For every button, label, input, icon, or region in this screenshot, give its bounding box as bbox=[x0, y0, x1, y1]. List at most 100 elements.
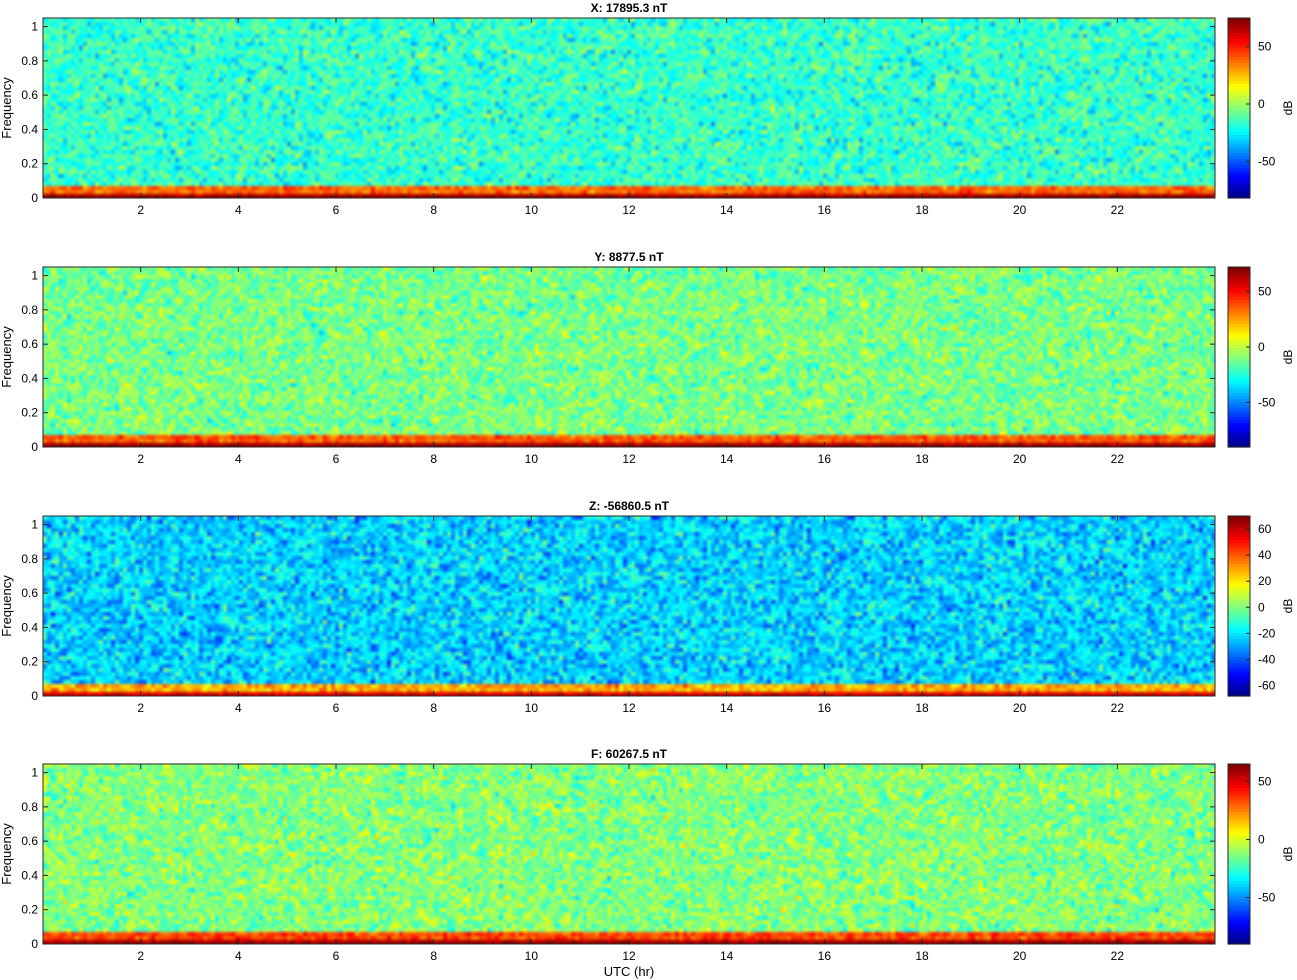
colorbar-swatch bbox=[1228, 681, 1250, 685]
colorbar-swatch bbox=[1228, 441, 1250, 445]
colorbar-swatch bbox=[1228, 576, 1250, 580]
colorbar-swatch bbox=[1228, 866, 1250, 870]
colorbar-swatch bbox=[1228, 312, 1250, 316]
colorbar-swatch bbox=[1228, 851, 1250, 855]
colorbar-swatch bbox=[1228, 282, 1250, 286]
x-tick-label: 18 bbox=[915, 203, 929, 217]
spectrogram-image bbox=[43, 18, 1215, 198]
colorbar-swatch bbox=[1228, 102, 1250, 106]
colorbar-swatch bbox=[1228, 48, 1250, 52]
colorbar-swatch bbox=[1228, 627, 1250, 631]
x-tick-label: 22 bbox=[1111, 452, 1125, 466]
colorbar-swatch bbox=[1228, 645, 1250, 649]
colorbar-tick-label: -50 bbox=[1258, 396, 1276, 410]
x-tick-label: 16 bbox=[818, 701, 832, 715]
colorbar-swatch bbox=[1228, 333, 1250, 337]
colorbar-swatch bbox=[1228, 90, 1250, 94]
colorbar-swatch bbox=[1228, 381, 1250, 385]
colorbar-swatch bbox=[1228, 573, 1250, 577]
colorbar-swatch bbox=[1228, 785, 1250, 789]
colorbar-swatch bbox=[1228, 555, 1250, 559]
x-tick-label: 4 bbox=[235, 701, 242, 715]
colorbar-swatch bbox=[1228, 618, 1250, 622]
colorbar-swatch bbox=[1228, 195, 1250, 199]
panel-title: X: 17895.3 nT bbox=[591, 1, 668, 15]
colorbar-swatch bbox=[1228, 408, 1250, 412]
y-tick-label: 0.4 bbox=[21, 868, 38, 882]
x-tick-label: 8 bbox=[430, 452, 437, 466]
colorbar-swatch bbox=[1228, 168, 1250, 172]
colorbar-swatch bbox=[1228, 636, 1250, 640]
colorbar-swatch bbox=[1228, 615, 1250, 619]
colorbar-swatch bbox=[1228, 591, 1250, 595]
colorbar-swatch bbox=[1228, 324, 1250, 328]
colorbar-swatch bbox=[1228, 315, 1250, 319]
colorbar-swatch bbox=[1228, 779, 1250, 783]
x-tick-label: 18 bbox=[915, 452, 929, 466]
colorbar-swatch bbox=[1228, 803, 1250, 807]
x-tick-label: 12 bbox=[622, 452, 636, 466]
spectrogram-image bbox=[43, 267, 1215, 447]
colorbar-swatch bbox=[1228, 54, 1250, 58]
x-tick-label: 6 bbox=[333, 949, 340, 963]
colorbar: 60 40 20 0 -20 -40 -60 dB bbox=[1227, 515, 1295, 697]
colorbar-frame bbox=[1227, 763, 1251, 945]
colorbar-swatch bbox=[1228, 818, 1250, 822]
colorbar-frame bbox=[1227, 515, 1251, 697]
colorbar-swatch bbox=[1228, 788, 1250, 792]
colorbar-swatch bbox=[1228, 663, 1250, 667]
colorbar-swatch bbox=[1228, 405, 1250, 409]
colorbar-swatch bbox=[1228, 932, 1250, 936]
colorbar-swatch bbox=[1228, 438, 1250, 442]
spectrogram-panel-1: 2 4 6 8 10 12 14 16 18 20 22 0 0.2 0.4 0.6 0.8 1 Y: 8877.… bbox=[0, 250, 1295, 466]
colorbar-swatch bbox=[1228, 39, 1250, 43]
colorbar-swatch bbox=[1228, 552, 1250, 556]
colorbar-swatch bbox=[1228, 126, 1250, 130]
colorbar-swatch bbox=[1228, 21, 1250, 25]
colorbar-swatch bbox=[1228, 60, 1250, 64]
panel-title: Z: -56860.5 nT bbox=[589, 499, 670, 513]
x-tick-label: 12 bbox=[622, 949, 636, 963]
colorbar-swatch bbox=[1228, 678, 1250, 682]
panel-title: F: 60267.5 nT bbox=[591, 747, 668, 761]
spectrogram-panel-0: 2 4 6 8 10 12 14 16 18 20 22 0 0.2 0.4 0.6 0.8 1 X: 17895… bbox=[0, 1, 1295, 217]
colorbar-swatch bbox=[1228, 585, 1250, 589]
colorbar-swatch bbox=[1228, 57, 1250, 61]
colorbar-swatch bbox=[1228, 543, 1250, 547]
colorbar-swatch bbox=[1228, 878, 1250, 882]
colorbar-swatch bbox=[1228, 567, 1250, 571]
colorbar-swatch bbox=[1228, 806, 1250, 810]
colorbar-swatch bbox=[1228, 339, 1250, 343]
panel-title: Y: 8877.5 nT bbox=[594, 250, 664, 264]
x-tick-label: 18 bbox=[915, 949, 929, 963]
x-tick-label: 8 bbox=[430, 203, 437, 217]
colorbar-swatch bbox=[1228, 642, 1250, 646]
colorbar-swatch bbox=[1228, 612, 1250, 616]
colorbar-swatch bbox=[1228, 72, 1250, 76]
colorbar-swatch bbox=[1228, 303, 1250, 307]
colorbar-swatch bbox=[1228, 387, 1250, 391]
colorbar-swatch bbox=[1228, 669, 1250, 673]
colorbar-swatch bbox=[1228, 144, 1250, 148]
colorbar-swatch bbox=[1228, 923, 1250, 927]
colorbar-swatch bbox=[1228, 764, 1250, 768]
y-tick-label: 0.8 bbox=[21, 303, 38, 317]
colorbar-swatch bbox=[1228, 327, 1250, 331]
x-tick-label: 2 bbox=[137, 203, 144, 217]
colorbar-swatch bbox=[1228, 33, 1250, 37]
colorbar-swatch bbox=[1228, 603, 1250, 607]
colorbar-swatch bbox=[1228, 147, 1250, 151]
y-tick-label: 0.8 bbox=[21, 54, 38, 68]
x-tick-label: 4 bbox=[235, 949, 242, 963]
colorbar-swatch bbox=[1228, 417, 1250, 421]
colorbar-label: dB bbox=[1281, 101, 1295, 116]
x-tick-label: 12 bbox=[622, 701, 636, 715]
colorbar-swatch bbox=[1228, 186, 1250, 190]
colorbar-swatch bbox=[1228, 393, 1250, 397]
x-tick-label: 8 bbox=[430, 701, 437, 715]
colorbar-swatch bbox=[1228, 516, 1250, 520]
colorbar-swatch bbox=[1228, 624, 1250, 628]
colorbar-swatch bbox=[1228, 690, 1250, 694]
spectrogram-image bbox=[43, 516, 1215, 696]
colorbar-swatch bbox=[1228, 881, 1250, 885]
